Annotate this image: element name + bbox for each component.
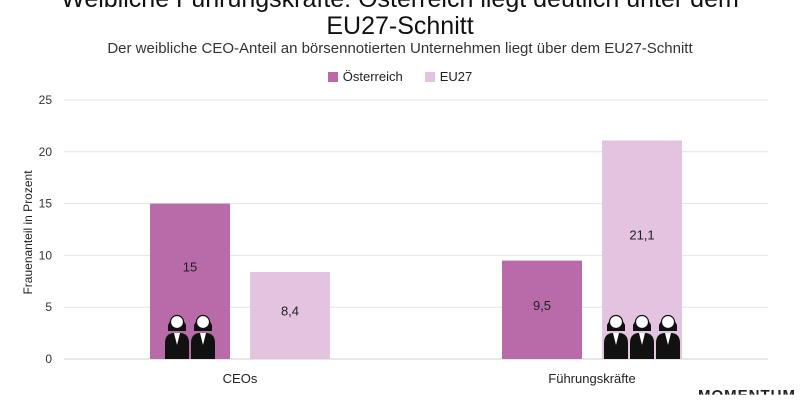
y-tick-label-10: 10 [39, 248, 53, 262]
businesswoman-icon [630, 314, 654, 359]
x-tick-label-fuehrungskraefte: Führungskräfte [548, 371, 635, 386]
y-tick-label-25: 25 [39, 93, 53, 107]
y-tick-label-20: 20 [39, 145, 53, 159]
chart-title-line-1: Weibliche Führungskräfte: Österreich lie… [0, 0, 800, 14]
brand-watermark: MOMENTUM [698, 387, 796, 404]
x-tick-label-ceos: CEOs [223, 371, 258, 386]
legend-label-eu27: EU27 [439, 69, 473, 84]
businesswoman-icon [656, 314, 680, 359]
bar-eu27-ceos [250, 271, 330, 359]
legend-item-eu27: EU27 [424, 69, 473, 84]
bar-oesterreich-fuehrungskraefte [502, 260, 582, 359]
chart-subtitle: Der weibliche CEO-Anteil an börsennotier… [107, 40, 693, 57]
y-tick-label-0: 0 [45, 352, 52, 366]
legend-label-oesterreich: Österreich [342, 69, 403, 84]
y-tick-label-5: 5 [45, 300, 52, 314]
legend-item-oesterreich: Österreich [327, 69, 403, 84]
businesswoman-icon [191, 314, 215, 359]
chart-title-line-2: EU27-Schnitt [326, 12, 474, 40]
data-label-eu27-ceos: 8,4 [281, 303, 299, 318]
businesswoman-icon [604, 314, 628, 359]
bar-oesterreich-ceos [150, 203, 230, 359]
data-label-eu27-fuehrungskraefte: 21,1 [629, 228, 654, 243]
data-label-oesterreich-fuehrungskraefte: 9,5 [533, 298, 551, 313]
y-tick-label-15: 15 [39, 197, 53, 211]
legend-swatch-eu27 [424, 71, 435, 82]
legend: Österreich EU27 [0, 69, 800, 84]
businesswoman-icon [165, 314, 189, 359]
data-label-oesterreich-ceos: 15 [183, 259, 197, 274]
y-axis-label: Frauenanteil in Prozent [21, 170, 35, 295]
legend-swatch-oesterreich [327, 71, 338, 82]
